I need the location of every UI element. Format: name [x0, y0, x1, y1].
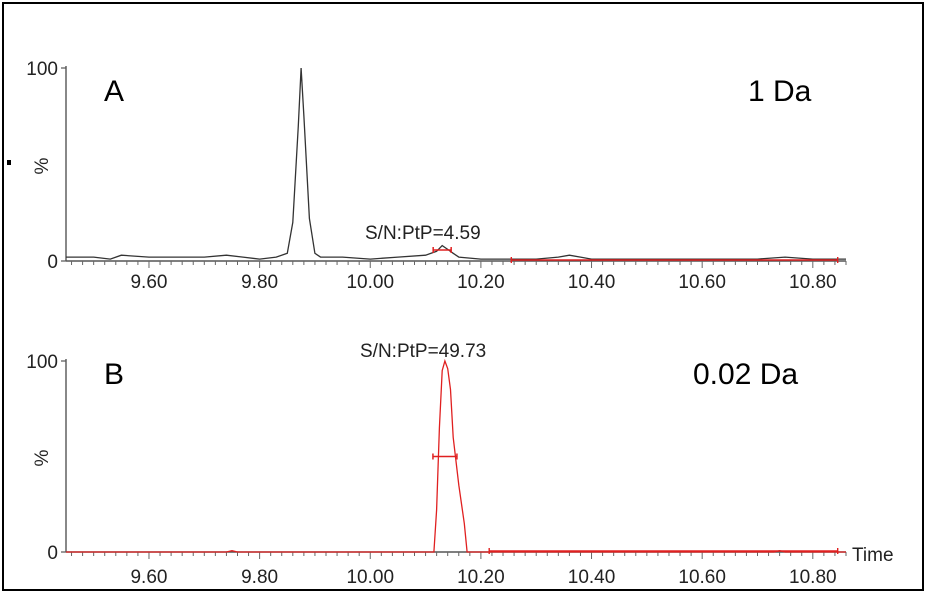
panel-b-x-tick-label: 10.80: [789, 567, 837, 588]
panel-a: A 1 Da % S/N:PtP=4.59 0 100 9.60 9.80 10.00 1…: [26, 59, 847, 293]
panel-a-x-tick-label: 9.80: [241, 272, 278, 293]
panel-b-x-tick-label: 9.60: [130, 567, 167, 588]
panel-b-mass-window: 0.02 Da: [693, 358, 798, 391]
panel-a-y-axis-label: %: [32, 157, 53, 174]
panel-b-y-axis-label: %: [32, 449, 53, 466]
panel-b-x-tick-label: 10.00: [346, 567, 394, 588]
panel-a-x-tick-label: 10.60: [678, 272, 726, 293]
panel-b-plot: 0 100 9.60 9.80 10.00 10.20 10.40 10.60 10.80: [26, 352, 847, 588]
panel-b: B 0.02 Da % S/N:PtP=49.73 Time 0 100 9.60 9…: [26, 341, 893, 588]
panel-b-x-tick-label: 10.60: [678, 567, 726, 588]
panel-b-x-tick-label: 10.20: [457, 567, 505, 588]
panel-a-sn-label: S/N:PtP=4.59: [365, 223, 481, 244]
panel-a-letter: A: [104, 75, 124, 108]
panel-b-y-tick-label: 0: [47, 543, 58, 564]
panel-b-x-axis-label: Time: [852, 545, 894, 566]
panel-a-x-tick-label: 10.40: [568, 272, 616, 293]
panel-a-mass-window: 1 Da: [748, 75, 812, 108]
panel-b-x-tick-label: 9.80: [241, 567, 278, 588]
panel-b-sn-label: S/N:PtP=49.73: [360, 341, 486, 362]
panel-b-x-tick-label: 10.40: [568, 567, 616, 588]
panel-a-x-tick-label: 10.80: [789, 272, 837, 293]
panel-a-x-tick-label: 10.00: [346, 272, 394, 293]
panel-b-letter: B: [104, 358, 124, 391]
panel-a-y-tick-label: 0: [47, 252, 58, 273]
margin-mark: [7, 160, 11, 165]
panel-a-x-tick-label: 9.60: [130, 272, 167, 293]
panel-b-trace: [66, 358, 846, 553]
panel-a-plot: 0 100 9.60 9.80 10.00 10.20 10.40 10.60 10.80: [26, 59, 847, 293]
panel-a-x-tick-label: 10.20: [457, 272, 505, 293]
panel-b-y-tick-label: 100: [26, 352, 58, 373]
panel-a-trace: [66, 67, 846, 260]
panel-a-y-tick-label: 100: [26, 59, 58, 80]
